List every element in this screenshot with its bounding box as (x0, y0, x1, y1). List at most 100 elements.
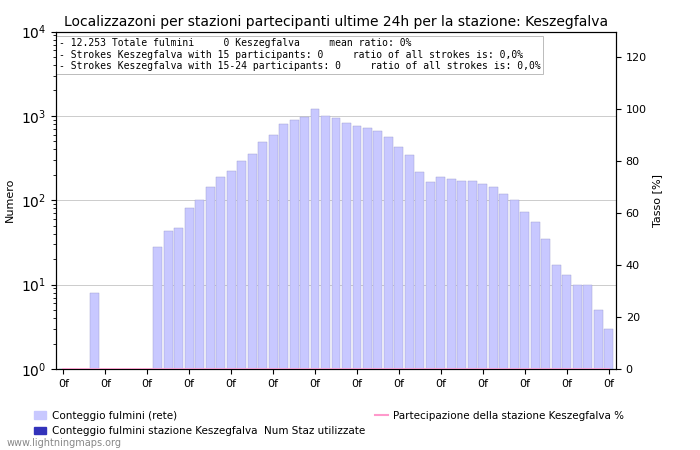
Bar (195, 377, 204, 450)
Bar (457, 181, 466, 450)
Bar (321, 377, 330, 450)
Bar (594, 310, 603, 450)
Bar (143, 377, 152, 450)
Bar (384, 377, 393, 450)
Bar (80, 369, 89, 450)
Bar (604, 329, 613, 450)
Bar (111, 377, 120, 450)
Bar (552, 265, 561, 450)
Bar (258, 377, 267, 450)
Bar (332, 118, 340, 450)
Bar (216, 377, 225, 450)
Bar (374, 377, 382, 450)
Bar (90, 377, 99, 450)
Bar (520, 377, 529, 450)
Bar (426, 182, 435, 450)
Bar (122, 369, 131, 450)
Bar (520, 212, 529, 450)
Bar (552, 377, 561, 450)
Bar (573, 377, 582, 450)
Bar (374, 131, 382, 450)
Bar (300, 117, 309, 450)
Bar (206, 187, 215, 450)
Bar (573, 284, 582, 450)
Bar (426, 377, 435, 450)
Bar (562, 377, 571, 450)
Bar (353, 377, 361, 450)
Bar (436, 177, 445, 450)
Bar (384, 137, 393, 450)
Bar (457, 377, 466, 450)
Bar (174, 377, 183, 450)
Bar (363, 128, 372, 450)
Bar (583, 377, 592, 450)
Bar (237, 377, 246, 450)
Bar (59, 377, 68, 450)
Bar (499, 377, 508, 450)
Bar (174, 228, 183, 450)
Bar (447, 377, 456, 450)
Bar (101, 369, 110, 450)
Bar (300, 377, 309, 450)
Text: www.lightningmaps.org: www.lightningmaps.org (7, 438, 122, 448)
Bar (69, 369, 78, 450)
Legend: Conteggio fulmini (rete), Conteggio fulmini stazione Keszegfalva  Num Staz utili: Conteggio fulmini (rete), Conteggio fulm… (30, 407, 628, 440)
Bar (353, 126, 361, 450)
Bar (468, 181, 477, 450)
Bar (227, 171, 236, 450)
Bar (447, 179, 456, 450)
Bar (132, 377, 141, 450)
Bar (111, 369, 120, 450)
Bar (468, 377, 477, 450)
Bar (395, 377, 403, 450)
Bar (279, 377, 288, 450)
Bar (101, 377, 110, 450)
Bar (279, 124, 288, 450)
Bar (164, 231, 173, 450)
Bar (90, 293, 99, 450)
Text: - 12.253 Totale fulmini     0 Keszegfalva     mean ratio: 0%
- Strokes Keszegfal: - 12.253 Totale fulmini 0 Keszegfalva me… (59, 38, 540, 72)
Bar (604, 377, 613, 450)
Bar (122, 377, 131, 450)
Bar (185, 208, 194, 450)
Bar (405, 377, 414, 450)
Title: Localizzazoni per stazioni partecipanti ultime 24h per la stazione: Keszegfalva: Localizzazoni per stazioni partecipanti … (64, 15, 608, 29)
Bar (143, 369, 152, 450)
Y-axis label: Numero: Numero (6, 178, 15, 222)
Bar (332, 377, 340, 450)
Bar (415, 377, 424, 450)
Bar (248, 377, 257, 450)
Bar (321, 116, 330, 450)
Bar (363, 377, 372, 450)
Bar (290, 120, 298, 450)
Bar (80, 377, 89, 450)
Bar (206, 377, 215, 450)
Bar (237, 161, 246, 450)
Bar (153, 247, 162, 450)
Bar (185, 377, 194, 450)
Bar (489, 377, 498, 450)
Bar (489, 187, 498, 450)
Bar (594, 377, 603, 450)
Bar (258, 142, 267, 450)
Bar (290, 377, 298, 450)
Bar (216, 177, 225, 450)
Bar (436, 377, 445, 450)
Bar (164, 377, 173, 450)
Bar (415, 172, 424, 450)
Bar (248, 154, 257, 450)
Bar (531, 222, 540, 450)
Bar (269, 135, 277, 450)
Bar (342, 123, 351, 450)
Bar (499, 194, 508, 450)
Bar (531, 377, 540, 450)
Bar (342, 377, 351, 450)
Y-axis label: Tasso [%]: Tasso [%] (652, 174, 662, 227)
Bar (153, 377, 162, 450)
Bar (227, 377, 236, 450)
Bar (195, 200, 204, 450)
Bar (562, 275, 571, 450)
Bar (541, 377, 550, 450)
Bar (541, 238, 550, 450)
Bar (69, 377, 78, 450)
